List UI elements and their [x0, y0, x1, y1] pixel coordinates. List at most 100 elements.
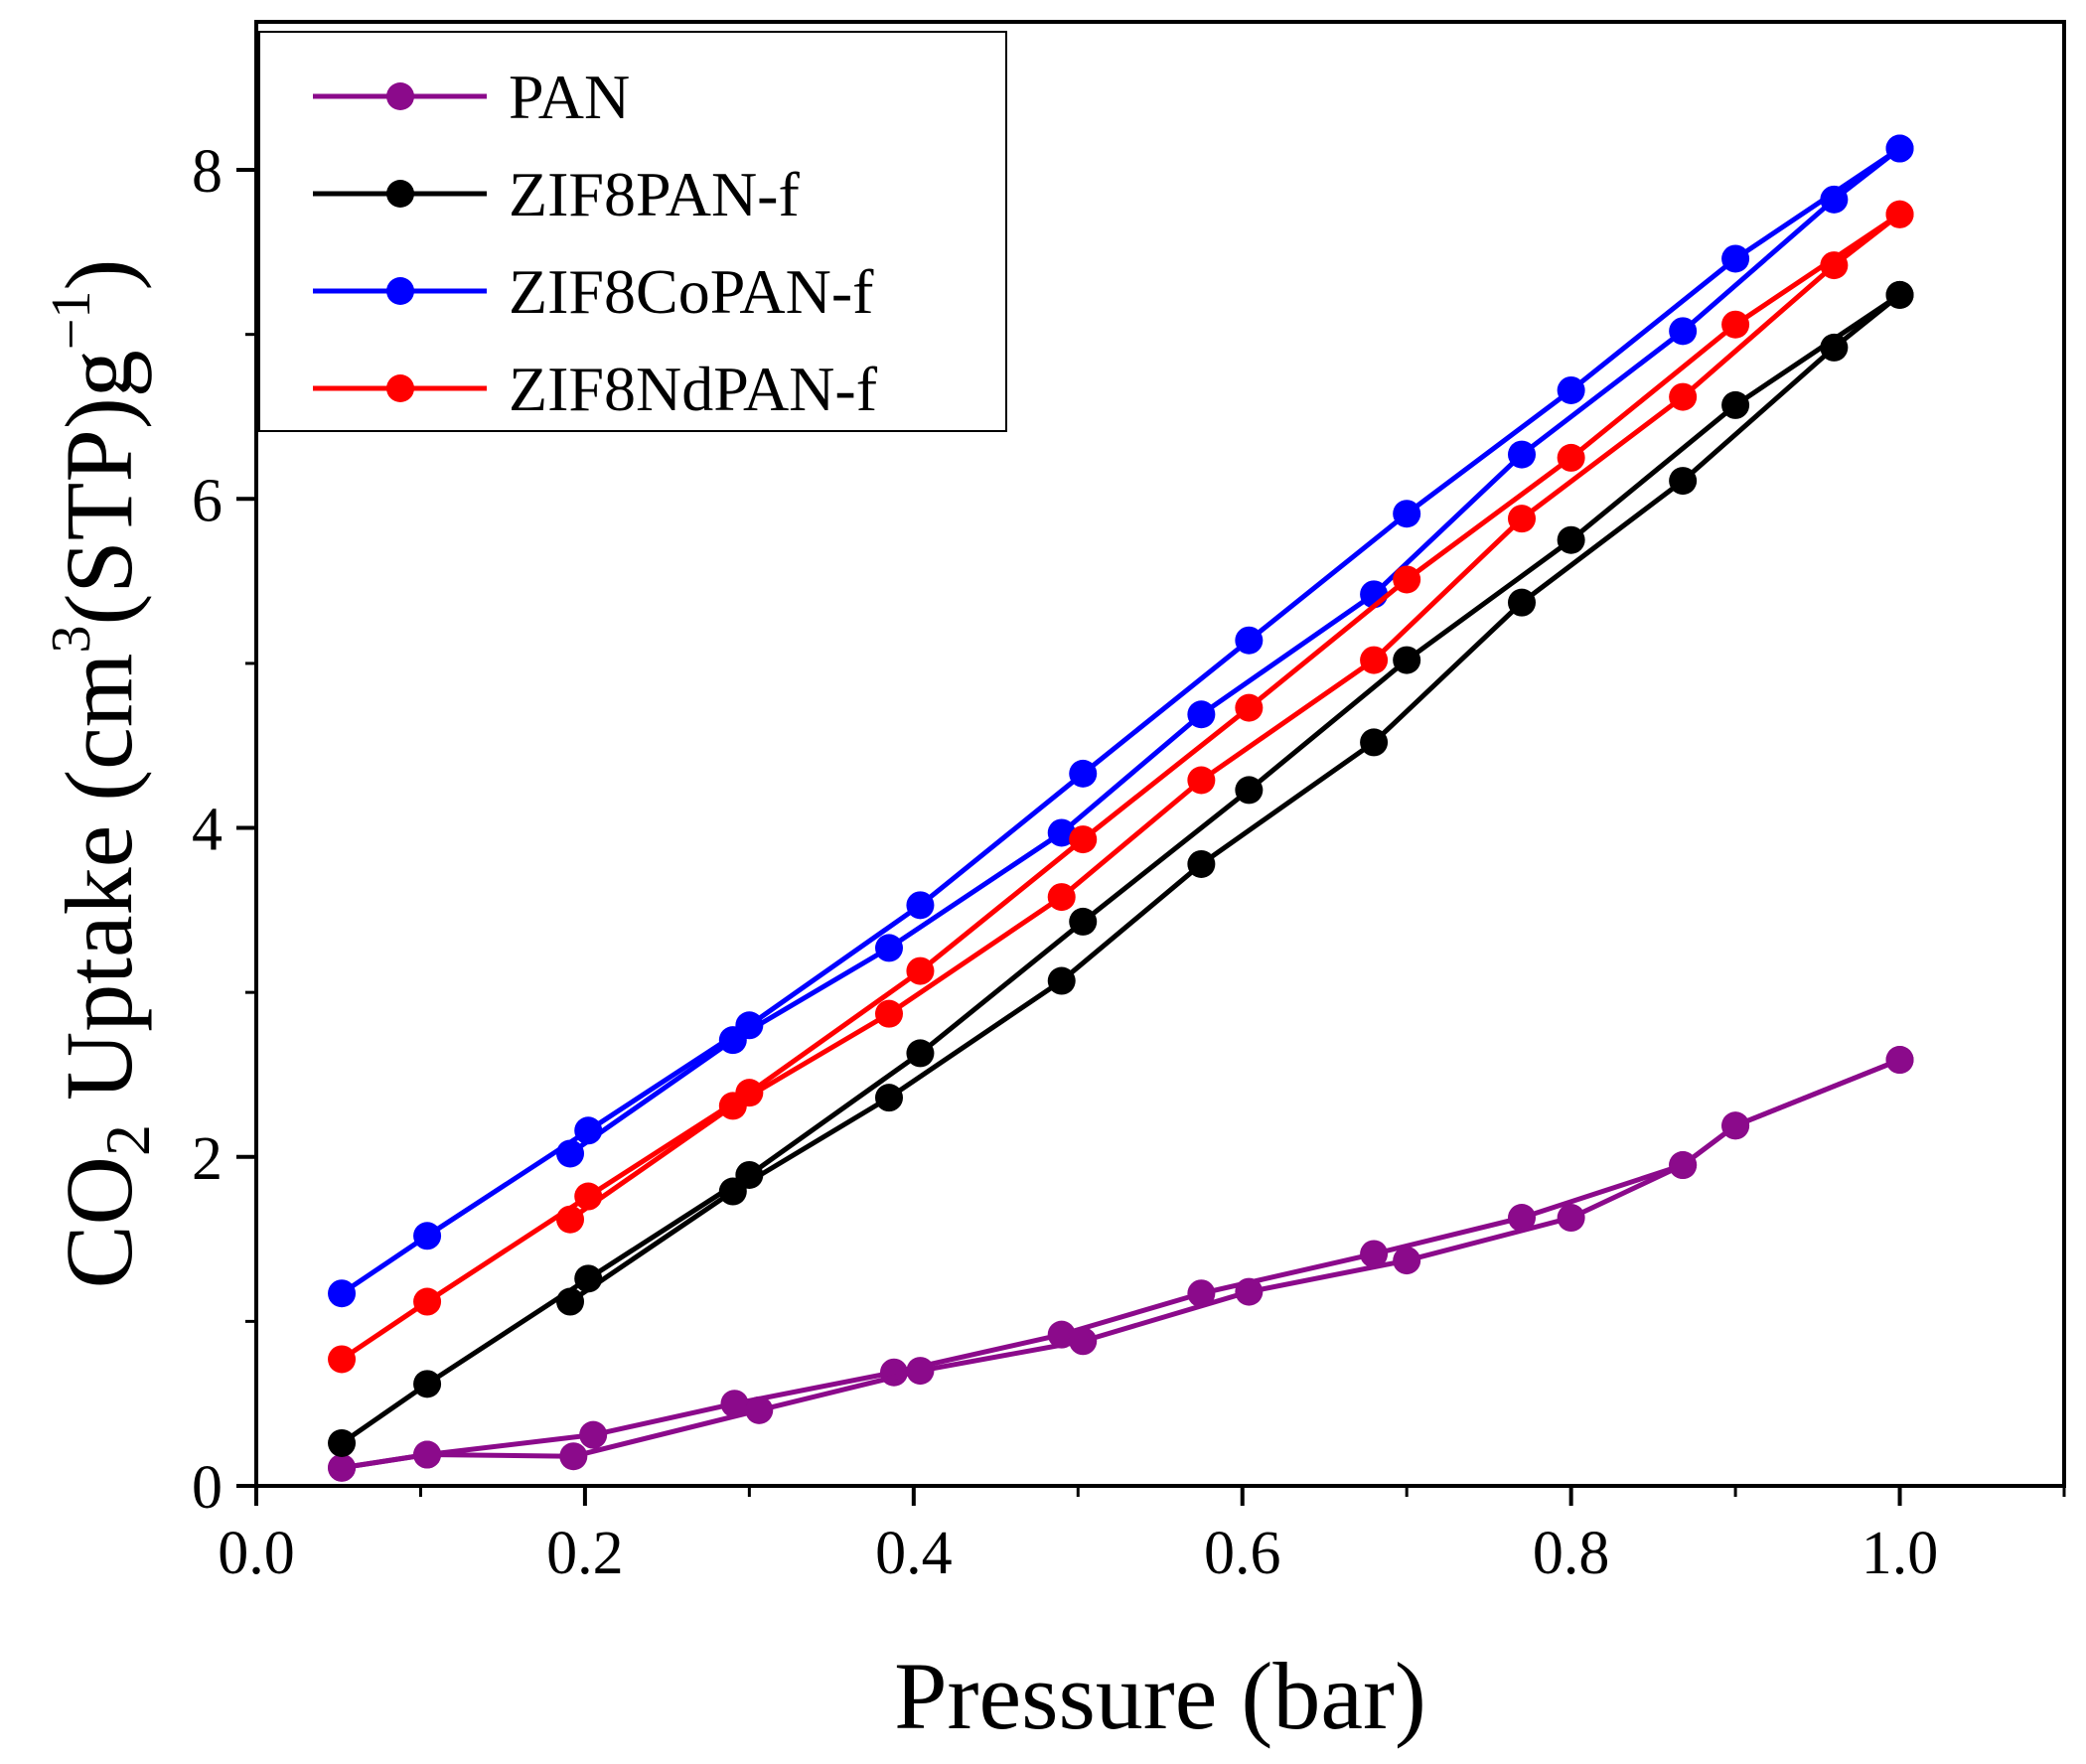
data-point: [718, 1026, 747, 1055]
data-point: [1508, 440, 1536, 469]
plot-frame: [254, 20, 2066, 1488]
data-point: [1669, 1151, 1698, 1180]
data-point: [413, 1287, 442, 1316]
y-axis-title: CO2 Uptake (cm3(STP)g−1): [41, 259, 163, 1289]
series-pan: [328, 1046, 1914, 1482]
data-point: [1820, 251, 1849, 280]
y-title-sup1: 3: [41, 626, 102, 654]
data-point: [906, 956, 935, 985]
legend-marker: [386, 180, 414, 208]
series-line-desorption: [568, 146, 1902, 1156]
x-tick-label: 0.8: [1533, 1520, 1610, 1587]
y-tick-label: 0: [192, 1454, 223, 1522]
data-point: [1235, 776, 1264, 805]
x-tick-label: 1.0: [1862, 1520, 1939, 1587]
data-point: [328, 1345, 357, 1374]
data-point: [1721, 390, 1750, 419]
y-title-mid: Uptake (cm: [46, 654, 152, 1124]
data-point: [1669, 317, 1698, 346]
data-point: [720, 1390, 749, 1418]
x-tick-label: 0.2: [546, 1520, 624, 1587]
data-point: [906, 1357, 935, 1386]
y-title-suffix: ): [46, 259, 152, 291]
x-tick-label: 0.0: [218, 1520, 295, 1587]
legend-marker: [386, 277, 414, 305]
data-point: [1393, 646, 1421, 674]
legend-item: PAN: [313, 62, 630, 132]
data-point: [1885, 1046, 1914, 1075]
data-point: [1069, 759, 1098, 788]
x-axis-title: Pressure (bar): [894, 1643, 1426, 1749]
data-point: [1508, 505, 1536, 533]
data-point: [1669, 382, 1698, 411]
data-point: [1047, 966, 1076, 995]
y-tick-label: 6: [192, 467, 223, 534]
legend-label: ZIF8CoPAN-f: [509, 256, 874, 327]
data-point: [1235, 693, 1264, 722]
y-tick-label: 4: [192, 797, 223, 864]
data-point: [1721, 244, 1750, 273]
data-point: [1235, 1277, 1264, 1306]
data-point: [328, 1428, 357, 1457]
data-point: [556, 1205, 585, 1234]
data-point: [328, 1453, 357, 1482]
y-tick-label: 2: [192, 1125, 223, 1193]
series-line-desorption: [568, 212, 1902, 1222]
data-point: [1820, 185, 1849, 214]
data-point: [875, 1084, 903, 1112]
svg-text:CO2 Uptake (cm3(STP)g−1): CO2 Uptake (cm3(STP)g−1): [41, 259, 163, 1289]
data-point: [1047, 883, 1076, 912]
y-tick-label: 8: [192, 138, 223, 206]
ticks-layer: 0.0 0.2 0.4 0.6 0.8 1.0 0 2 4 6 8: [192, 138, 2066, 1587]
data-point: [1557, 1204, 1585, 1233]
data-point: [906, 891, 935, 920]
data-point: [413, 1222, 442, 1250]
y-title-prefix: CO: [46, 1156, 152, 1288]
data-point: [1885, 280, 1914, 309]
data-point: [875, 934, 903, 962]
data-point: [413, 1440, 442, 1469]
x-tick-label: 0.6: [1204, 1520, 1281, 1587]
data-point: [1235, 626, 1264, 655]
legend-label: PAN: [509, 62, 630, 132]
legend-item: ZIF8PAN-f: [313, 159, 800, 229]
data-point: [1557, 443, 1585, 472]
data-point: [875, 999, 903, 1028]
data-point: [745, 1396, 774, 1424]
data-point: [1187, 700, 1216, 729]
y-title-sup2: −1: [41, 291, 102, 351]
data-point: [328, 1279, 357, 1308]
x-tick-label: 0.4: [875, 1520, 953, 1587]
data-point: [906, 1039, 935, 1068]
data-point: [556, 1139, 585, 1168]
data-point: [1360, 646, 1389, 674]
data-point: [559, 1442, 588, 1471]
series-layer: [328, 134, 1914, 1482]
legend-label: ZIF8NdPAN-f: [509, 354, 878, 424]
data-point: [1820, 333, 1849, 362]
series-line-desorption: [568, 292, 1902, 1304]
data-point: [1393, 1247, 1421, 1275]
series-zif8pan-f: [328, 280, 1914, 1457]
data-point: [1360, 728, 1389, 757]
data-point: [556, 1287, 585, 1316]
data-point: [1508, 588, 1536, 617]
data-point: [1069, 825, 1098, 854]
y-title-sub: 2: [92, 1124, 163, 1156]
data-point: [1885, 134, 1914, 163]
data-point: [1721, 1111, 1750, 1140]
series-line-adsorption: [341, 1057, 1901, 1471]
series-zif8ndpan-f: [328, 200, 1914, 1374]
data-point: [1393, 500, 1421, 528]
data-point: [1187, 1279, 1216, 1308]
legend-label: ZIF8PAN-f: [509, 159, 800, 229]
series-zif8copan-f: [328, 134, 1914, 1308]
legend-marker: [386, 374, 414, 402]
data-point: [1557, 375, 1585, 404]
data-point: [1557, 525, 1585, 554]
data-point: [1669, 467, 1698, 496]
legend: PAN ZIF8PAN-f ZIF8CoPAN-f ZIF8NdPAN-f: [258, 31, 1007, 432]
legend-item: ZIF8NdPAN-f: [313, 354, 878, 424]
data-point: [413, 1370, 442, 1398]
